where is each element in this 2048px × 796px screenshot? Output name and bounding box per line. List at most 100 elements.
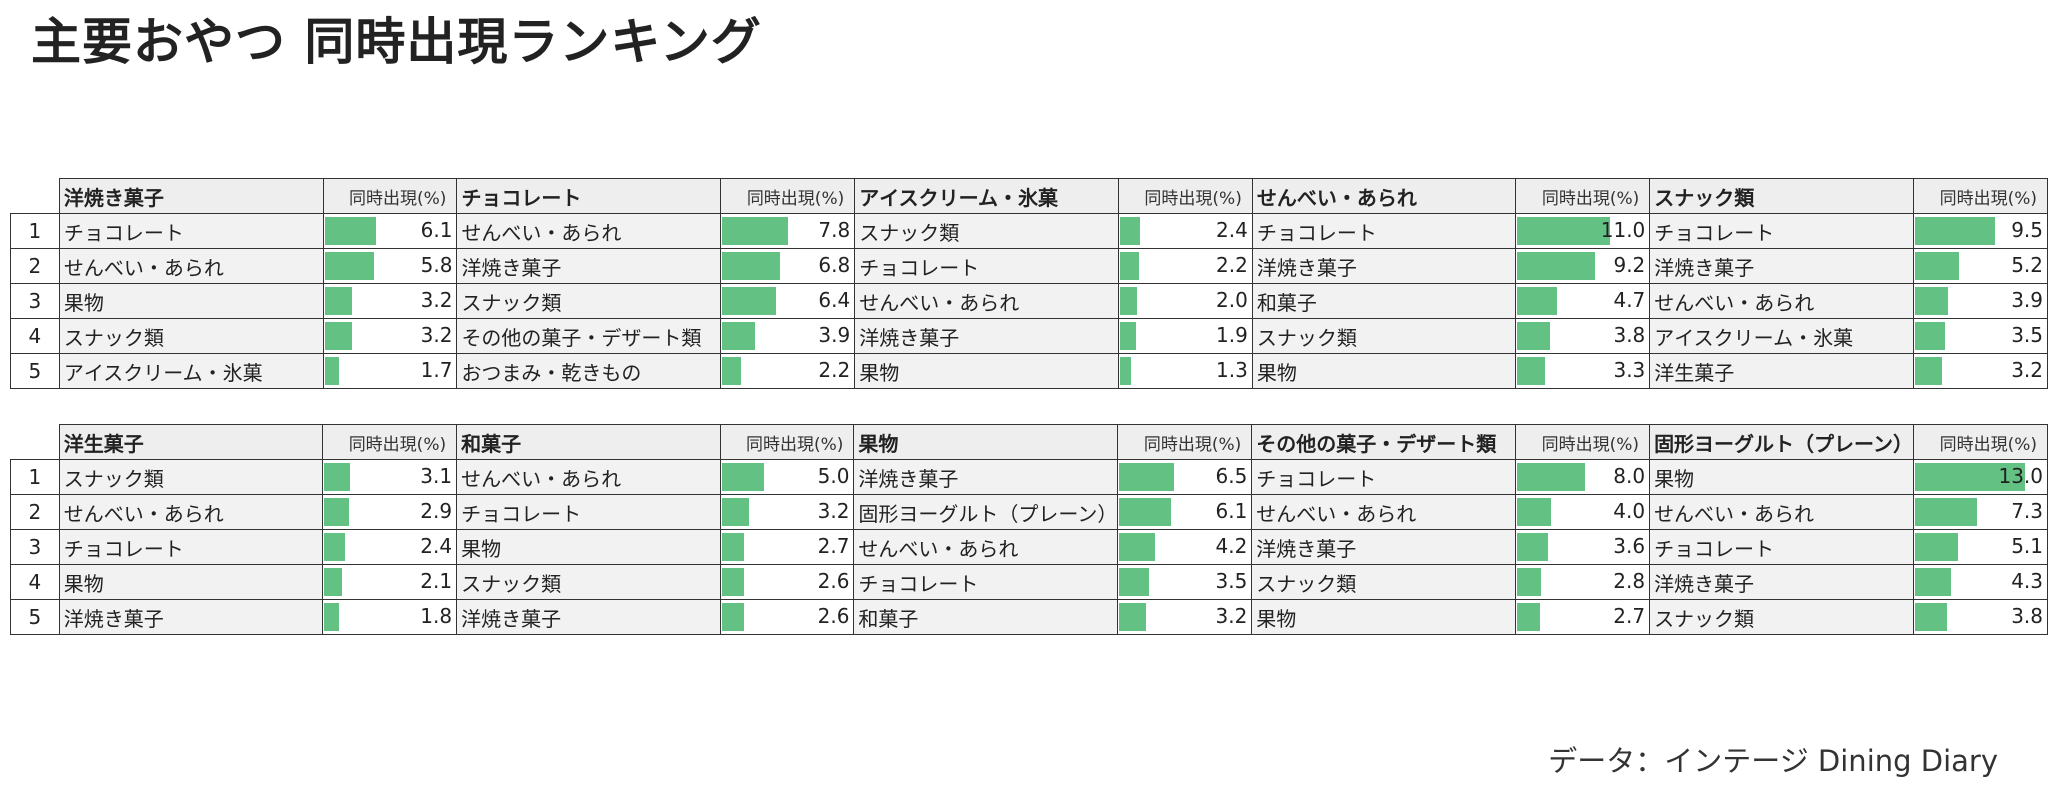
value-cell: 2.1 <box>322 564 458 600</box>
rank-number: 5 <box>10 353 60 389</box>
item-name: 洋焼き菓子 <box>1251 529 1517 565</box>
rank-header-blank <box>10 178 60 214</box>
value-label: 2.4 <box>1216 218 1248 242</box>
value-cell: 2.7 <box>1515 599 1651 635</box>
value-bar <box>1517 217 1611 245</box>
value-label: 3.2 <box>817 499 850 523</box>
value-bar <box>324 568 342 596</box>
category-header: 果物 <box>853 424 1119 460</box>
value-label: 3.1 <box>420 464 453 488</box>
category-header: アイスクリーム・氷菓 <box>854 178 1119 214</box>
value-label: 3.5 <box>2011 323 2043 347</box>
value-label: 3.2 <box>420 288 453 312</box>
value-cell: 8.0 <box>1515 459 1651 495</box>
value-bar <box>1517 252 1596 280</box>
data-source: データ：インテージ Dining Diary <box>1548 744 1998 778</box>
value-bar <box>1119 287 1137 315</box>
value-bar <box>1517 322 1550 350</box>
item-name: せんべい・あられ <box>456 459 721 495</box>
value-bar <box>324 287 352 315</box>
value-bar <box>1517 603 1541 631</box>
value-cell: 6.1 <box>322 213 458 249</box>
rank-header-blank <box>10 424 60 460</box>
value-label: 5.0 <box>817 464 850 488</box>
value-bar <box>721 498 749 526</box>
rank-number: 5 <box>10 599 60 635</box>
value-label: 3.6 <box>1613 534 1646 558</box>
value-bar <box>1915 287 1948 315</box>
item-name: 果物 <box>58 283 324 319</box>
value-bar <box>324 533 345 561</box>
value-bar <box>1517 357 1546 385</box>
value-header: 同時出現(%) <box>720 178 856 214</box>
value-label: 5.1 <box>2011 534 2043 558</box>
value-cell: 5.0 <box>719 459 855 495</box>
value-cell: 6.4 <box>720 283 856 319</box>
value-bar <box>1517 287 1558 315</box>
value-label: 1.3 <box>1216 358 1248 382</box>
value-header: 同時出現(%) <box>1913 424 2048 460</box>
value-bar <box>722 217 789 245</box>
value-bar <box>1119 252 1139 280</box>
item-name: チョコレート <box>58 529 324 565</box>
value-cell: 2.2 <box>1117 248 1253 284</box>
value-label: 2.7 <box>1613 604 1646 628</box>
item-name: チョコレート <box>854 248 1119 284</box>
category-header: 洋焼き菓子 <box>58 178 324 214</box>
value-bar <box>721 603 744 631</box>
value-cell: 7.3 <box>1913 494 2048 530</box>
value-label: 8.0 <box>1613 464 1646 488</box>
table-row: 5 アイスクリーム・氷菓 1.7 おつまみ・乾きもの 2.2 果物 1.3 果物 3.3 洋生菓子… <box>10 353 2048 389</box>
table-row: 2 せんべい・あられ 2.9 チョコレート 3.2 固形ヨーグルト（プレーン） 6.1 せんべ… <box>10 494 2048 530</box>
value-label: 6.5 <box>1215 464 1248 488</box>
item-name: スナック類 <box>1251 318 1517 354</box>
table-row: 4 果物 2.1 スナック類 2.6 チョコレート 3.5 スナック類 2.8 洋焼き菓子 4.3 <box>10 564 2048 600</box>
rank-number: 3 <box>10 283 60 319</box>
category-header: 和菓子 <box>456 424 721 460</box>
value-header: 同時出現(%) <box>1515 424 1651 460</box>
item-name: スナック類 <box>456 564 721 600</box>
value-header: 同時出現(%) <box>322 424 458 460</box>
value-label: 7.8 <box>818 218 851 242</box>
value-cell: 6.5 <box>1117 459 1253 495</box>
value-label: 2.6 <box>817 569 850 593</box>
value-header: 同時出現(%) <box>1913 178 2048 214</box>
item-name: 果物 <box>1649 459 1915 495</box>
item-name: おつまみ・乾きもの <box>456 353 722 389</box>
value-label: 2.0 <box>1216 288 1248 312</box>
item-name: 洋焼き菓子 <box>1649 564 1915 600</box>
item-name: スナック類 <box>1649 599 1915 635</box>
value-label: 4.7 <box>1613 288 1646 312</box>
category-header: チョコレート <box>456 178 722 214</box>
value-label: 9.5 <box>2011 218 2043 242</box>
value-label: 9.2 <box>1613 253 1646 277</box>
value-cell: 3.5 <box>1117 564 1253 600</box>
item-name: 洋焼き菓子 <box>1649 248 1914 284</box>
table-row: 5 洋焼き菓子 1.8 洋焼き菓子 2.6 和菓子 3.2 果物 2.7 スナック類 3.8 <box>10 599 2048 635</box>
value-bar <box>1119 463 1175 491</box>
value-bar <box>1119 533 1155 561</box>
value-bar <box>324 252 374 280</box>
value-cell: 2.8 <box>1515 564 1651 600</box>
value-label: 4.0 <box>1613 499 1646 523</box>
value-label: 3.8 <box>1613 323 1646 347</box>
value-bar <box>324 357 339 385</box>
value-label: 7.3 <box>2011 499 2043 523</box>
value-cell: 7.8 <box>720 213 856 249</box>
rank-number: 2 <box>10 248 60 284</box>
item-name: 果物 <box>58 564 324 600</box>
value-header: 同時出現(%) <box>1117 424 1253 460</box>
value-cell: 6.1 <box>1117 494 1253 530</box>
item-name: チョコレート <box>1649 529 1915 565</box>
item-name: せんべい・あられ <box>853 529 1119 565</box>
value-cell: 3.9 <box>720 318 856 354</box>
value-label: 3.2 <box>1215 604 1248 628</box>
item-name: 洋焼き菓子 <box>1251 248 1517 284</box>
value-label: 13.0 <box>1998 464 2043 488</box>
value-label: 1.7 <box>420 358 453 382</box>
value-cell: 9.2 <box>1515 248 1651 284</box>
value-bar <box>324 217 377 245</box>
value-bar <box>1119 603 1147 631</box>
value-cell: 3.8 <box>1515 318 1651 354</box>
value-label: 1.8 <box>420 604 453 628</box>
